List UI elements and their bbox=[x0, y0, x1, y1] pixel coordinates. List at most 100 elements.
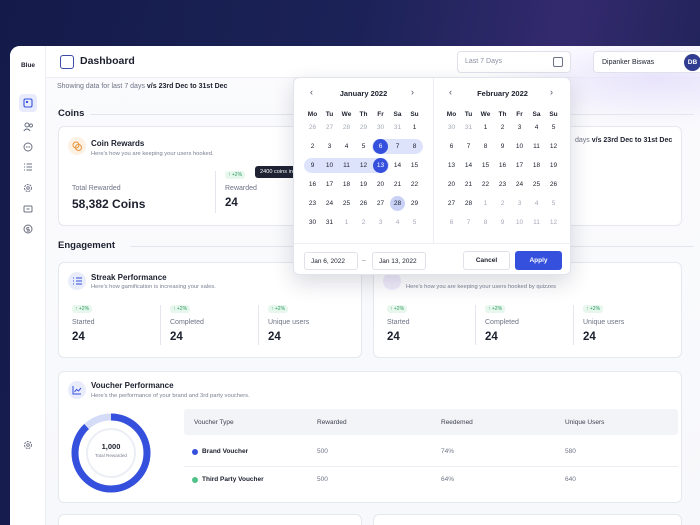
calendar-day[interactable]: 15 bbox=[406, 158, 423, 173]
calendar-day[interactable]: 29 bbox=[355, 120, 372, 135]
calendar-day[interactable]: 12 bbox=[545, 215, 562, 230]
calendar-day[interactable]: 8 bbox=[477, 139, 494, 154]
calendar-day[interactable]: 25 bbox=[338, 196, 355, 211]
calendar-day[interactable]: 3 bbox=[372, 215, 389, 230]
dashboard-icon[interactable] bbox=[19, 94, 37, 112]
calendar-day[interactable]: 28 bbox=[460, 196, 477, 211]
calendar-day[interactable]: 24 bbox=[321, 196, 338, 211]
calendar-day[interactable]: 28 bbox=[390, 196, 405, 211]
calendar-day[interactable]: 31 bbox=[460, 120, 477, 135]
calendar-day[interactable]: 20 bbox=[443, 177, 460, 192]
calendar-day[interactable]: 13 bbox=[443, 158, 460, 173]
calendar-day[interactable]: 2 bbox=[494, 120, 511, 135]
calendar-day[interactable]: 6 bbox=[373, 139, 388, 154]
calendar-day[interactable]: 2 bbox=[355, 215, 372, 230]
calendar-day[interactable]: 9 bbox=[494, 215, 511, 230]
calendar-day[interactable]: 22 bbox=[406, 177, 423, 192]
calendar-day[interactable]: 11 bbox=[528, 215, 545, 230]
settings-gear-icon[interactable] bbox=[19, 179, 37, 197]
calendar-day[interactable]: 2 bbox=[494, 196, 511, 211]
voucher-icon[interactable] bbox=[19, 200, 37, 218]
calendar-day[interactable]: 23 bbox=[494, 177, 511, 192]
calendar-day[interactable]: 17 bbox=[511, 158, 528, 173]
apply-button[interactable]: Apply bbox=[515, 251, 562, 270]
calendar-day[interactable]: 4 bbox=[338, 139, 355, 154]
calendar-day[interactable]: 6 bbox=[443, 139, 460, 154]
calendar-day[interactable]: 6 bbox=[443, 215, 460, 230]
calendar-day[interactable]: 17 bbox=[321, 177, 338, 192]
calendar-day[interactable]: 10 bbox=[511, 215, 528, 230]
calendar-day[interactable]: 27 bbox=[372, 196, 389, 211]
calendar-day[interactable]: 31 bbox=[389, 120, 406, 135]
calendar-day[interactable]: 9 bbox=[494, 139, 511, 154]
calendar-day[interactable]: 26 bbox=[304, 120, 321, 135]
users-icon[interactable] bbox=[19, 118, 37, 136]
calendar-day[interactable]: 1 bbox=[477, 120, 494, 135]
calendar-day[interactable]: 11 bbox=[338, 158, 355, 173]
calendar-day[interactable]: 14 bbox=[389, 158, 406, 173]
calendar-day[interactable]: 29 bbox=[406, 196, 423, 211]
calendar-day[interactable]: 16 bbox=[304, 177, 321, 192]
calendar-day[interactable]: 20 bbox=[372, 177, 389, 192]
calendar-day[interactable]: 18 bbox=[528, 158, 545, 173]
calendar-day[interactable]: 8 bbox=[406, 139, 423, 154]
calendar-day[interactable]: 31 bbox=[321, 215, 338, 230]
calendar-day[interactable]: 1 bbox=[406, 120, 423, 135]
calendar-day[interactable]: 21 bbox=[460, 177, 477, 192]
calendar-day[interactable]: 23 bbox=[304, 196, 321, 211]
calendar-day[interactable]: 5 bbox=[545, 120, 562, 135]
start-date-input[interactable]: Jan 6, 2022 bbox=[304, 252, 358, 270]
calendar-day[interactable]: 3 bbox=[321, 139, 338, 154]
calendar-day[interactable]: 30 bbox=[304, 215, 321, 230]
end-date-input[interactable]: Jan 13, 2022 bbox=[372, 252, 426, 270]
date-range-select[interactable]: Last 7 Days bbox=[457, 51, 571, 73]
calendar-day[interactable]: 19 bbox=[355, 177, 372, 192]
calendar-day[interactable]: 13 bbox=[373, 158, 388, 173]
calendar-day[interactable]: 1 bbox=[338, 215, 355, 230]
calendar-day[interactable]: 19 bbox=[545, 158, 562, 173]
calendar-day[interactable]: 10 bbox=[321, 158, 338, 173]
calendar-day[interactable]: 3 bbox=[511, 120, 528, 135]
coin-icon[interactable] bbox=[19, 220, 37, 238]
calendar-day[interactable]: 11 bbox=[528, 139, 545, 154]
next-month-button[interactable]: › bbox=[550, 87, 553, 97]
calendar-day[interactable]: 22 bbox=[477, 177, 494, 192]
cancel-button[interactable]: Cancel bbox=[463, 251, 510, 270]
chat-icon[interactable] bbox=[19, 138, 37, 156]
calendar-day[interactable]: 18 bbox=[338, 177, 355, 192]
calendar-day[interactable]: 30 bbox=[372, 120, 389, 135]
calendar-day[interactable]: 28 bbox=[338, 120, 355, 135]
calendar-day[interactable]: 5 bbox=[406, 215, 423, 230]
calendar-day[interactable]: 14 bbox=[460, 158, 477, 173]
calendar-day[interactable]: 9 bbox=[304, 158, 321, 173]
calendar-day[interactable]: 25 bbox=[528, 177, 545, 192]
calendar-day[interactable]: 7 bbox=[460, 139, 477, 154]
calendar-day[interactable]: 7 bbox=[460, 215, 477, 230]
calendar-day[interactable]: 12 bbox=[355, 158, 372, 173]
calendar-day[interactable]: 4 bbox=[389, 215, 406, 230]
calendar-day[interactable]: 4 bbox=[528, 120, 545, 135]
calendar-day[interactable]: 10 bbox=[511, 139, 528, 154]
calendar-day[interactable]: 1 bbox=[477, 196, 494, 211]
calendar-day[interactable]: 3 bbox=[511, 196, 528, 211]
calendar-day[interactable]: 15 bbox=[477, 158, 494, 173]
calendar-day[interactable]: 26 bbox=[355, 196, 372, 211]
calendar-day[interactable]: 30 bbox=[443, 120, 460, 135]
user-menu[interactable]: Dipanker Biswas DB bbox=[593, 51, 700, 73]
calendar-day[interactable]: 21 bbox=[389, 177, 406, 192]
calendar-day[interactable]: 27 bbox=[321, 120, 338, 135]
calendar-day[interactable]: 16 bbox=[494, 158, 511, 173]
calendar-day[interactable]: 8 bbox=[477, 215, 494, 230]
list-icon[interactable] bbox=[19, 158, 37, 176]
calendar-day[interactable]: 5 bbox=[355, 139, 372, 154]
calendar-day[interactable]: 4 bbox=[528, 196, 545, 211]
calendar-day[interactable]: 12 bbox=[545, 139, 562, 154]
calendar-day[interactable]: 24 bbox=[511, 177, 528, 192]
calendar-day[interactable]: 26 bbox=[545, 177, 562, 192]
calendar-day[interactable]: 2 bbox=[304, 139, 321, 154]
calendar-day[interactable]: 7 bbox=[389, 139, 406, 154]
calendar-day[interactable]: 27 bbox=[443, 196, 460, 211]
next-month-button[interactable]: › bbox=[411, 87, 414, 97]
help-settings-icon[interactable] bbox=[19, 436, 37, 454]
calendar-day[interactable]: 5 bbox=[545, 196, 562, 211]
